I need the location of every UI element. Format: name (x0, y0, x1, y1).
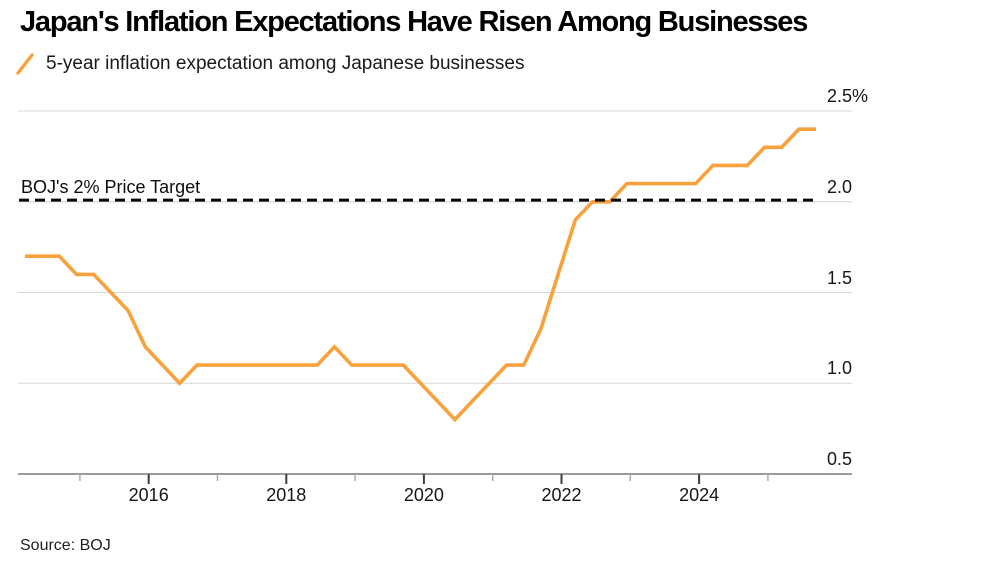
target-annotation: BOJ's 2% Price Target (21, 177, 201, 197)
y-axis-label: 1.0 (827, 358, 853, 379)
series-line (24, 127, 817, 423)
y-axis-label: 2.5% (827, 86, 869, 106)
x-axis-label: 2016 (128, 485, 169, 505)
legend: 5-year inflation expectation among Japan… (15, 51, 524, 77)
chart-title: Japan's Inflation Expectations Have Rise… (20, 6, 808, 38)
x-axis-ticks (79, 474, 769, 484)
gridlines (18, 110, 852, 384)
y-axis-label: 1.5 (827, 267, 853, 288)
x-axis-label: 2018 (266, 485, 307, 505)
series-slash-icon (16, 53, 34, 75)
y-axis-label: 0.5 (827, 449, 853, 469)
legend-label: 5-year inflation expectation among Japan… (46, 53, 525, 74)
source-note: Source: BOJ (20, 537, 111, 554)
x-axis-label: 2024 (679, 485, 720, 505)
x-axis-label: 2022 (541, 485, 582, 505)
y-axis-label: 2.0 (827, 176, 853, 197)
x-axis-label: 2020 (403, 485, 444, 505)
